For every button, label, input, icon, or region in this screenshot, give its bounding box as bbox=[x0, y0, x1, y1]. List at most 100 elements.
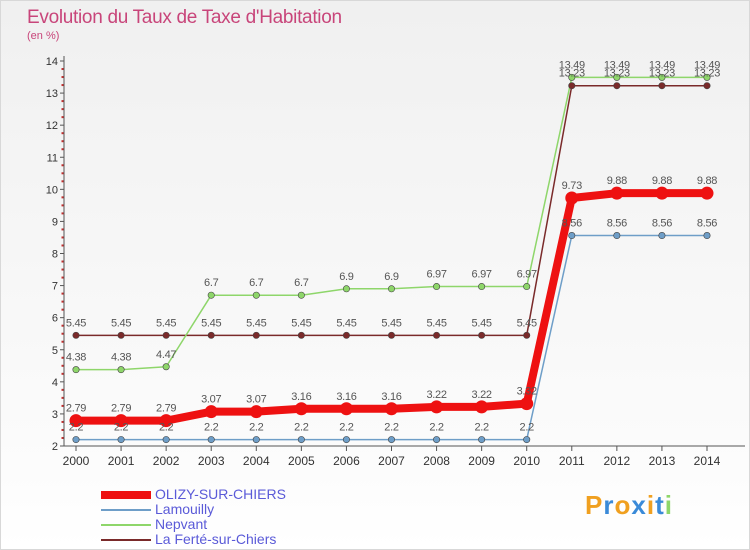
data-label: 2.2 bbox=[114, 422, 129, 434]
data-label: 2.79 bbox=[66, 403, 86, 415]
y-minor-tick bbox=[61, 244, 64, 247]
y-minor-tick bbox=[61, 100, 64, 103]
data-label: 6.9 bbox=[339, 271, 354, 283]
data-point bbox=[430, 400, 444, 414]
data-point bbox=[703, 232, 711, 240]
data-point bbox=[339, 402, 353, 416]
y-tick-label: 12 bbox=[46, 120, 58, 132]
y-tick-label: 8 bbox=[52, 249, 58, 261]
data-label: 4.38 bbox=[66, 352, 86, 364]
y-minor-tick bbox=[61, 148, 64, 151]
y-tick-label: 10 bbox=[46, 184, 58, 196]
y-tick-label: 7 bbox=[52, 281, 58, 293]
y-minor-tick bbox=[61, 332, 64, 335]
data-label: 8.56 bbox=[652, 218, 672, 230]
data-label: 4.47 bbox=[156, 349, 176, 361]
x-tick-label: 2006 bbox=[333, 454, 360, 468]
x-tick-label: 2005 bbox=[288, 454, 315, 468]
data-label: 3.16 bbox=[381, 391, 401, 403]
y-minor-tick bbox=[61, 268, 64, 271]
y-minor-tick bbox=[61, 428, 64, 431]
y-minor-tick bbox=[61, 212, 64, 215]
data-label: 9.88 bbox=[607, 175, 627, 187]
data-point bbox=[655, 186, 669, 200]
data-label: 3.07 bbox=[246, 394, 266, 406]
y-tick-label: 5 bbox=[52, 345, 58, 357]
data-point bbox=[387, 285, 395, 293]
data-point bbox=[565, 191, 579, 205]
y-minor-tick bbox=[61, 388, 64, 391]
data-label: 2.2 bbox=[339, 422, 354, 434]
y-minor-tick bbox=[61, 180, 64, 183]
legend-swatch-olizy bbox=[101, 491, 151, 499]
data-point bbox=[658, 73, 666, 81]
y-minor-tick bbox=[61, 196, 64, 199]
data-point bbox=[297, 331, 305, 339]
data-point bbox=[387, 331, 395, 339]
x-tick-label: 2003 bbox=[198, 454, 225, 468]
legend-swatch-nepvant bbox=[101, 524, 151, 526]
logo-letter: i bbox=[664, 490, 673, 520]
data-label: 2.2 bbox=[204, 422, 219, 434]
y-minor-tick bbox=[61, 436, 64, 439]
y-minor-tick bbox=[61, 228, 64, 231]
data-label: 8.56 bbox=[607, 218, 627, 230]
data-point bbox=[342, 331, 350, 339]
x-tick-label: 2009 bbox=[468, 454, 495, 468]
data-point bbox=[72, 331, 80, 339]
data-label: 2.2 bbox=[249, 422, 264, 434]
y-tick-label: 9 bbox=[52, 216, 58, 228]
data-point bbox=[613, 73, 621, 81]
data-point bbox=[478, 436, 486, 444]
data-label: 2.2 bbox=[429, 422, 444, 434]
data-point bbox=[162, 436, 170, 444]
data-point bbox=[252, 291, 260, 299]
x-tick-label: 2013 bbox=[649, 454, 676, 468]
data-label: 6.97 bbox=[472, 269, 492, 281]
data-label: 2.2 bbox=[294, 422, 309, 434]
data-label: 5.45 bbox=[336, 317, 356, 329]
data-label: 5.45 bbox=[111, 317, 131, 329]
y-minor-tick bbox=[61, 204, 64, 207]
data-point bbox=[72, 436, 80, 444]
data-point bbox=[613, 82, 621, 90]
data-label: 13.23 bbox=[649, 68, 675, 80]
y-minor-tick bbox=[61, 172, 64, 175]
data-label: 6.7 bbox=[249, 277, 264, 289]
data-label: 3.22 bbox=[472, 389, 492, 401]
data-label: 5.45 bbox=[291, 317, 311, 329]
y-minor-tick bbox=[61, 324, 64, 327]
y-tick-label: 6 bbox=[52, 313, 58, 325]
x-tick-label: 2007 bbox=[378, 454, 405, 468]
y-minor-tick bbox=[61, 108, 64, 111]
data-point bbox=[114, 414, 128, 428]
y-tick-label: 13 bbox=[46, 88, 58, 100]
data-point bbox=[610, 186, 624, 200]
data-label: 13.49 bbox=[694, 59, 720, 71]
x-tick-label: 2011 bbox=[559, 454, 585, 468]
data-label: 2.79 bbox=[156, 403, 176, 415]
data-label: 13.23 bbox=[559, 68, 585, 80]
logo-letter: x bbox=[631, 490, 647, 520]
data-label: 9.88 bbox=[697, 175, 717, 187]
y-minor-tick bbox=[61, 84, 64, 87]
data-point bbox=[385, 402, 398, 416]
x-tick-label: 2002 bbox=[153, 454, 180, 468]
y-minor-tick bbox=[61, 404, 64, 407]
data-label: 3.16 bbox=[336, 391, 356, 403]
y-minor-tick bbox=[61, 308, 64, 311]
data-point bbox=[207, 331, 215, 339]
data-label: 3.07 bbox=[201, 394, 221, 406]
legend-label: Nepvant bbox=[155, 516, 208, 532]
data-label: 2.79 bbox=[111, 403, 131, 415]
data-point bbox=[162, 363, 170, 371]
data-point bbox=[568, 232, 576, 240]
data-label: 6.97 bbox=[517, 269, 537, 281]
data-label: 5.45 bbox=[156, 317, 176, 329]
data-point bbox=[478, 283, 486, 291]
data-point bbox=[342, 436, 350, 444]
data-point bbox=[342, 285, 350, 293]
data-point bbox=[613, 232, 621, 240]
y-minor-tick bbox=[61, 420, 64, 423]
